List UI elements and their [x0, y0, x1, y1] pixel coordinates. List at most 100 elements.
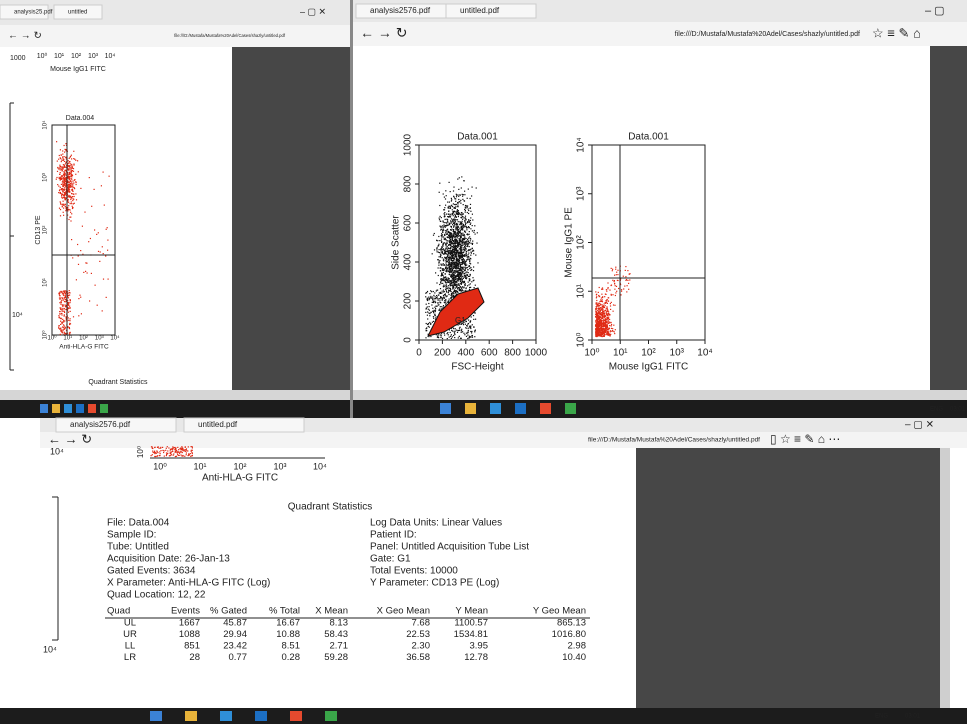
event-dot [455, 281, 456, 282]
window-controls[interactable]: – ▢ [925, 5, 945, 17]
tick-label: 10⁴ [12, 312, 23, 319]
event-dot [73, 151, 74, 152]
event-dot [443, 305, 444, 306]
event-dot [451, 250, 452, 251]
event-dot [178, 449, 179, 450]
event-dot [61, 189, 62, 190]
event-dot [599, 317, 600, 318]
event-dot [436, 240, 437, 241]
taskbar-icon[interactable] [325, 711, 337, 721]
tick-label: 10⁰ [576, 332, 587, 347]
event-dot [473, 253, 474, 254]
event-dot [62, 319, 63, 320]
event-dot [443, 193, 444, 194]
event-dot [610, 305, 611, 306]
event-dot [454, 284, 455, 285]
event-dot [462, 259, 463, 260]
taskbar-icon[interactable] [52, 404, 60, 413]
event-dot [466, 267, 467, 268]
taskbar-icon[interactable] [515, 403, 526, 414]
taskbar-icon[interactable] [540, 403, 551, 414]
event-dot [473, 270, 474, 271]
event-dot [468, 238, 469, 239]
event-dot [162, 447, 163, 448]
taskbar-icon[interactable] [490, 403, 501, 414]
event-dot [160, 448, 161, 449]
event-dot [459, 258, 460, 259]
event-dot [83, 272, 84, 273]
event-dot [455, 208, 456, 209]
event-dot [458, 196, 459, 197]
taskbar-icon[interactable] [220, 711, 232, 721]
taskbar [0, 400, 967, 418]
taskbar-icon[interactable] [185, 711, 197, 721]
table-cell: 36.58 [406, 652, 430, 663]
event-dot [65, 327, 66, 328]
event-dot [443, 230, 444, 231]
event-dot [461, 284, 462, 285]
event-dot [70, 169, 71, 170]
event-dot [441, 273, 442, 274]
window-controls[interactable]: – ▢ ✕ [300, 6, 326, 16]
event-dot [56, 179, 57, 180]
taskbar-icon[interactable] [440, 403, 451, 414]
event-dot [60, 169, 61, 170]
taskbar-icon[interactable] [64, 404, 72, 413]
event-dot [443, 272, 444, 273]
window-controls[interactable]: – ▢ ✕ [905, 420, 934, 431]
event-dot [454, 239, 455, 240]
event-dot [58, 159, 59, 160]
event-dot [62, 181, 63, 182]
event-dot [452, 288, 453, 289]
taskbar-icon[interactable] [100, 404, 108, 413]
toolbar-icons[interactable]: ☆ ≡ ✎ ⌂ [872, 25, 921, 40]
event-dot [608, 320, 609, 321]
event-dot [440, 279, 441, 280]
event-dot [72, 175, 73, 176]
event-dot [440, 334, 441, 335]
event-dot [476, 187, 477, 188]
taskbar-icon[interactable] [565, 403, 576, 414]
taskbar-icon[interactable] [88, 404, 96, 413]
taskbar-icon[interactable] [255, 711, 267, 721]
event-dot [598, 331, 599, 332]
taskbar-icon[interactable] [465, 403, 476, 414]
event-dot [72, 170, 73, 171]
event-dot [466, 321, 467, 322]
event-dot [447, 338, 448, 339]
event-dot [456, 213, 457, 214]
nav-buttons[interactable]: ← → ↻ [8, 31, 42, 42]
event-dot [71, 213, 72, 214]
event-dot [448, 252, 449, 253]
event-dot [606, 313, 607, 314]
event-dot [601, 321, 602, 322]
event-dot [448, 259, 449, 260]
event-dot [462, 239, 463, 240]
event-dot [439, 249, 440, 250]
taskbar-icon[interactable] [40, 404, 48, 413]
event-dot [462, 331, 463, 332]
taskbar-icon[interactable] [150, 711, 162, 721]
nav-buttons[interactable]: ← → ↻ [360, 25, 408, 41]
event-dot [477, 262, 478, 263]
event-dot [441, 297, 442, 298]
event-dot [599, 296, 600, 297]
event-dot [471, 316, 472, 317]
event-dot [429, 310, 430, 311]
axis-label: Mouse IgG1 FITC [609, 362, 688, 373]
event-dot [91, 206, 92, 207]
event-dot [472, 187, 473, 188]
tick-label: 1000 [525, 348, 548, 359]
nav-buttons[interactable]: ← → ↻ [48, 431, 92, 446]
event-dot [60, 304, 61, 305]
event-dot [65, 199, 66, 200]
taskbar-icon[interactable] [76, 404, 84, 413]
event-dot [439, 192, 440, 193]
event-dot [87, 272, 88, 273]
event-dot [106, 229, 107, 230]
event-dot [68, 186, 69, 187]
taskbar-icon[interactable] [290, 711, 302, 721]
toolbar-icons[interactable]: ▯ ☆ ≡ ✎ ⌂ ⋯ [770, 432, 840, 446]
event-dot [71, 189, 72, 190]
event-dot [468, 328, 469, 329]
